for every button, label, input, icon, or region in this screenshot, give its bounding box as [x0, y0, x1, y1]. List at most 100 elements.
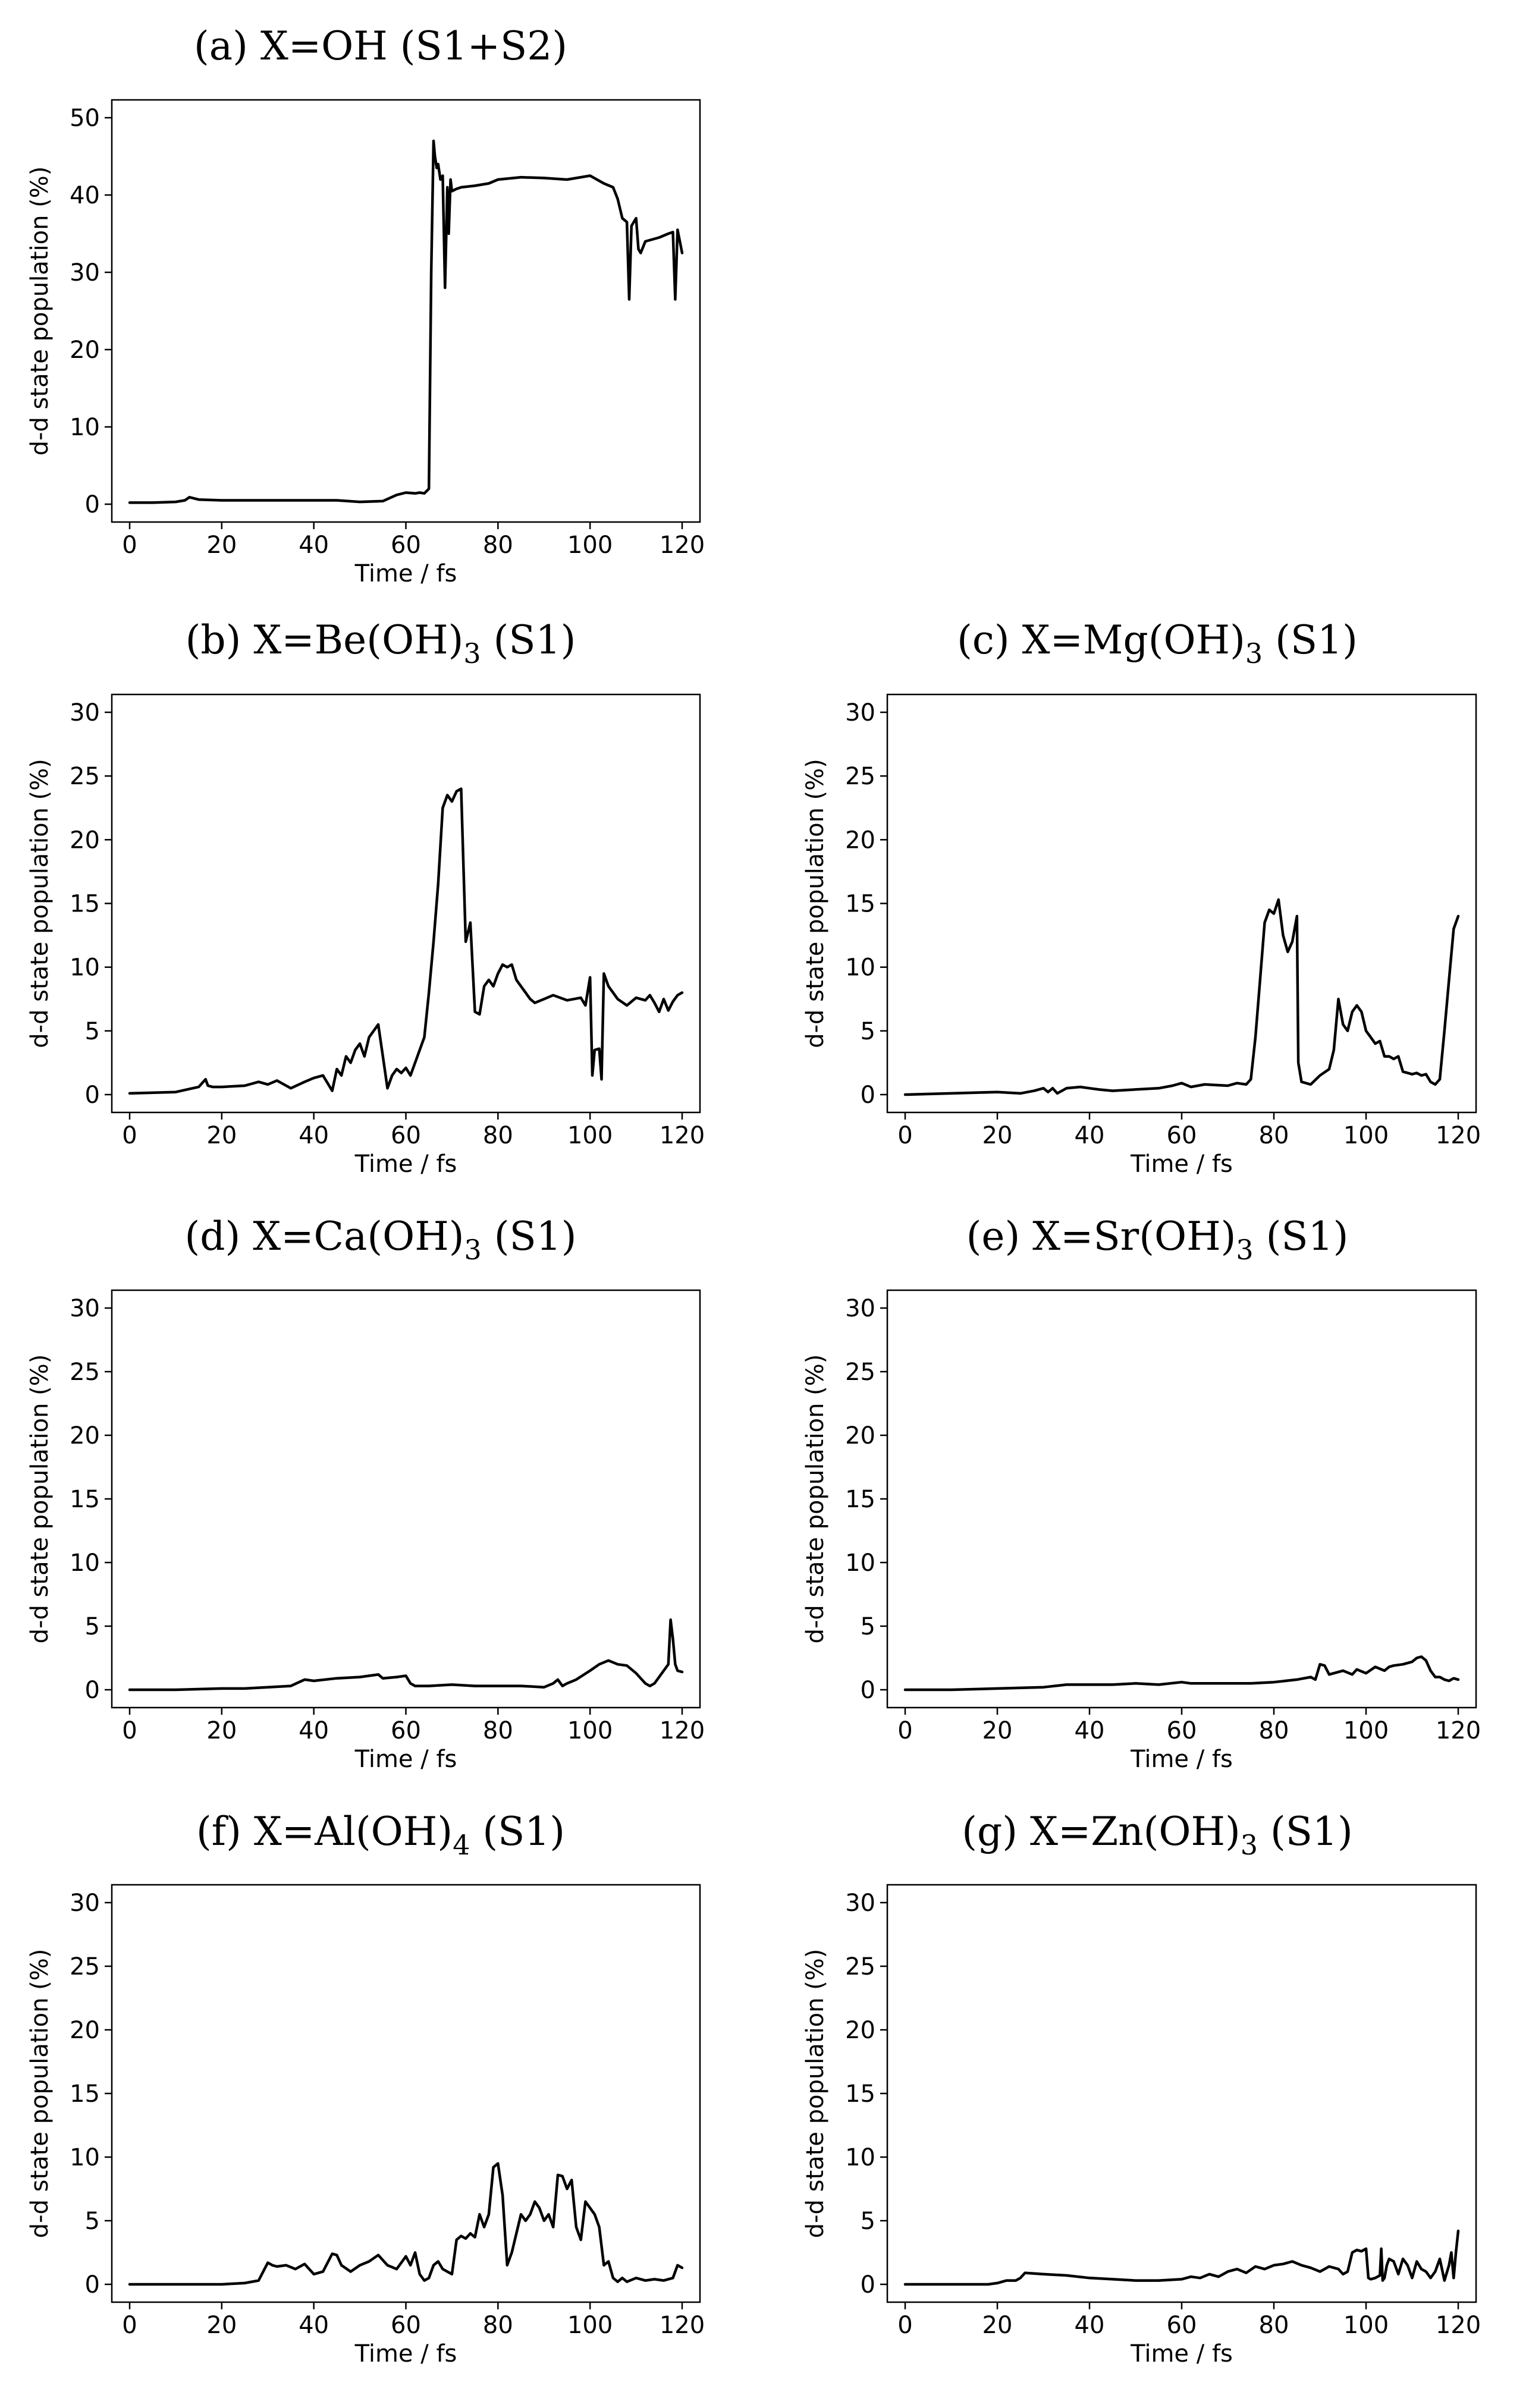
y-tick-label: 15 [70, 891, 100, 918]
chart-title-subscript: 3 [1241, 1829, 1258, 1861]
x-tick-label: 0 [897, 1122, 912, 1149]
x-tick-label: 0 [122, 1717, 137, 1744]
x-tick-label: 0 [122, 532, 137, 559]
y-tick-label: 10 [70, 414, 100, 441]
x-tick-label: 100 [567, 1717, 613, 1744]
y-tick-label: 5 [85, 1613, 100, 1640]
chart-title-subscript: 3 [463, 637, 481, 669]
x-tick-label: 120 [1436, 2312, 1481, 2339]
y-tick-label: 10 [70, 1549, 100, 1577]
chart-panel-f: (f) X=Al(OH)4 (S1) 0 20 40 60 80 100 120 0 5 10 15 2… [26, 1809, 705, 2368]
x-axis-label: Time / fs [354, 560, 457, 587]
x-tick-label: 80 [483, 1122, 513, 1149]
x-tick-label: 120 [1436, 1122, 1481, 1149]
chart-title-main: (d) X=Ca(OH) [185, 1214, 464, 1259]
chart-title-main: (b) X=Be(OH) [186, 617, 464, 663]
y-tick-label: 30 [845, 699, 875, 727]
chart-title: (g) X=Zn(OH)3 (S1) [962, 1809, 1353, 1861]
x-tick-label: 40 [299, 2312, 329, 2339]
chart-title: (f) X=Al(OH)4 (S1) [196, 1809, 565, 1861]
x-tick-label: 60 [391, 2312, 421, 2339]
plot-frame [111, 693, 701, 1114]
y-tick-label: 5 [861, 2208, 875, 2235]
y-tick-label: 30 [845, 1295, 875, 1322]
x-tick-label: 20 [982, 1122, 1013, 1149]
plot-frame [886, 1289, 1477, 1709]
x-axis-label: Time / fs [354, 1150, 457, 1178]
y-tick-label: 5 [85, 2208, 100, 2235]
y-tick-label: 25 [845, 1953, 875, 1981]
x-tick-label: 20 [206, 1717, 237, 1744]
y-tick-label: 0 [85, 1677, 100, 1704]
plot-frame [111, 1289, 701, 1709]
chart-title-suffix: (S1) [1263, 617, 1358, 663]
x-tick-label: 60 [1167, 1717, 1197, 1744]
chart-title-main: (a) X=OH (S1+S2) [194, 23, 567, 69]
x-tick-label: 40 [299, 532, 329, 559]
x-tick-label: 120 [660, 1717, 705, 1744]
chart-title-main: (e) X=Sr(OH) [966, 1214, 1236, 1259]
y-tick-label: 10 [70, 2144, 100, 2171]
y-tick-label: 20 [845, 2017, 875, 2044]
y-tick-label: 15 [845, 891, 875, 918]
y-tick-label: 25 [845, 763, 875, 790]
x-tick-label: 60 [1167, 2312, 1197, 2339]
series-line [903, 1655, 1460, 1692]
x-axis-label: Time / fs [354, 2340, 457, 2368]
x-tick-label: 0 [122, 2312, 137, 2339]
y-axis-label: d-d state population (%) [26, 1949, 54, 2239]
y-tick-label: 20 [70, 826, 100, 854]
chart-title-suffix: (S1) [481, 617, 576, 663]
y-tick-label: 0 [861, 2271, 875, 2299]
chart-title-suffix: (S1) [470, 1809, 565, 1854]
y-tick-label: 30 [70, 1295, 100, 1322]
chart-title-main: (f) X=Al(OH) [196, 1809, 453, 1854]
y-tick-label: 20 [70, 1422, 100, 1450]
y-tick-label: 10 [845, 1549, 875, 1577]
x-tick-label: 120 [1436, 1717, 1481, 1744]
x-tick-label: 100 [567, 2312, 613, 2339]
x-tick-label: 20 [982, 1717, 1013, 1744]
y-tick-label: 5 [85, 1018, 100, 1045]
x-tick-label: 0 [122, 1122, 137, 1149]
y-tick-label: 15 [70, 1486, 100, 1513]
x-tick-label: 80 [1259, 1122, 1289, 1149]
y-tick-label: 0 [85, 1082, 100, 1109]
y-tick-label: 0 [861, 1082, 875, 1109]
x-tick-label: 100 [567, 532, 613, 559]
x-tick-label: 40 [1075, 1717, 1105, 1744]
y-tick-label: 20 [845, 826, 875, 854]
x-tick-label: 20 [206, 532, 237, 559]
y-tick-label: 0 [85, 491, 100, 518]
y-tick-label: 25 [845, 1359, 875, 1386]
chart-title: (b) X=Be(OH)3 (S1) [186, 617, 576, 669]
x-tick-label: 40 [299, 1717, 329, 1744]
chart-title: (e) X=Sr(OH)3 (S1) [966, 1214, 1349, 1266]
series-line [128, 139, 684, 504]
x-tick-label: 0 [897, 2312, 912, 2339]
chart-panel-c: (c) X=Mg(OH)3 (S1) 0 20 40 60 80 100 120 0 5 10 15 2… [802, 617, 1481, 1178]
x-tick-label: 80 [483, 2312, 513, 2339]
series-line [128, 1618, 684, 1692]
x-tick-label: 100 [567, 1122, 613, 1149]
y-tick-label: 30 [70, 259, 100, 287]
x-tick-label: 100 [1343, 2312, 1389, 2339]
y-tick-label: 15 [70, 2080, 100, 2108]
y-axis-label: d-d state population (%) [802, 759, 829, 1048]
y-tick-label: 10 [845, 2144, 875, 2171]
chart-title: (c) X=Mg(OH)3 (S1) [957, 617, 1358, 669]
y-tick-label: 5 [861, 1613, 875, 1640]
y-axis-label: d-d state population (%) [802, 1354, 829, 1644]
plot-frame [886, 693, 1477, 1114]
chart-title: (a) X=OH (S1+S2) [194, 23, 567, 69]
series-line [128, 2162, 684, 2286]
x-axis-label: Time / fs [1130, 2340, 1233, 2368]
x-tick-label: 120 [660, 1122, 705, 1149]
y-tick-label: 20 [70, 2017, 100, 2044]
chart-title-main: (c) X=Mg(OH) [957, 617, 1245, 663]
chart-panel-d: (d) X=Ca(OH)3 (S1) 0 20 40 60 80 100 120 0 5 10 15 2… [26, 1214, 705, 1773]
y-tick-label: 0 [861, 1677, 875, 1704]
y-tick-label: 25 [70, 1359, 100, 1386]
x-tick-label: 60 [1167, 1122, 1197, 1149]
chart-panel-b: (b) X=Be(OH)3 (S1) 0 20 40 60 80 100 120 0 5 10 15 2… [26, 617, 705, 1178]
